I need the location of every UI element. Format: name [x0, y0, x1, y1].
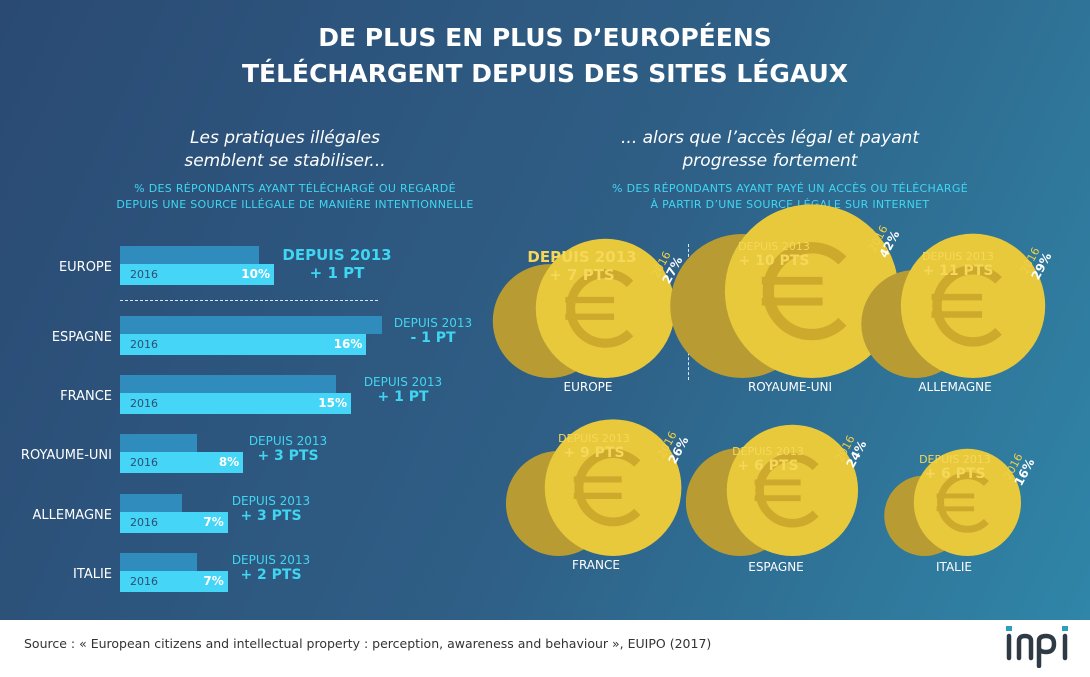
bar-2013-france	[120, 375, 336, 393]
coin-2016-royaume-uni	[724, 204, 899, 378]
coin-delta-value-italie: + 6 PTS	[924, 466, 986, 482]
bar-delta-allemagne: DEPUIS 2013 + 3 PTS	[226, 494, 316, 524]
coin-2016-espagne	[726, 424, 859, 556]
coin-label-france: FRANCE	[572, 558, 620, 572]
main-title-line-1: DE PLUS EN PLUS D’EUROPÉENS	[318, 23, 772, 52]
coin-delta-value-europe: + 7 PTS	[549, 266, 615, 284]
bar-delta-label-allemagne: DEPUIS 2013	[231, 494, 311, 508]
coin-delta-espagne: DEPUIS 2013 + 6 PTS	[708, 445, 828, 474]
coin-2016-france	[544, 419, 682, 556]
bar-delta-value-allemagne: + 3 PTS	[240, 508, 302, 524]
bar-label-europe: EUROPE	[58, 260, 112, 275]
bar-label-allemagne: ALLEMAGNE	[32, 508, 113, 523]
bar-year-italie: 2016	[130, 575, 158, 588]
bar-value-allemagne: 7%	[203, 515, 224, 529]
left-subtitle-line-1: Les pratiques illégales	[190, 128, 380, 148]
bar-delta-value-royaume-uni: + 3 PTS	[257, 448, 319, 464]
bar-delta-value-espagne: - 1 PT	[410, 330, 456, 346]
coin-delta-value-espagne: + 6 PTS	[737, 458, 799, 474]
bar-delta-label-espagne: DEPUIS 2013	[393, 316, 473, 330]
coin-delta-label-espagne: DEPUIS 2013	[732, 445, 804, 458]
coin-delta-italie: DEPUIS 2013 + 6 PTS	[895, 453, 1015, 482]
bar-delta-label-europe: DEPUIS 2013	[282, 246, 392, 264]
bar-delta-espagne: DEPUIS 2013- 1 PT	[388, 316, 478, 346]
bar-delta-label-royaume-uni: DEPUIS 2013	[248, 434, 328, 448]
bar-delta-value-france: + 1 PT	[377, 389, 429, 405]
bar-2016-italie	[120, 571, 228, 592]
euro-icon	[761, 242, 847, 341]
bar-label-royaume-uni: ROYAUME-UNI	[20, 448, 112, 463]
coin-delta-label-france: DEPUIS 2013	[558, 432, 630, 445]
bar-delta-label-france: DEPUIS 2013	[363, 375, 443, 389]
coin-canvas	[492, 204, 1046, 556]
coin-2016-europe	[535, 238, 676, 378]
euro-icon	[931, 265, 1002, 347]
bar-value-espagne: 16%	[333, 337, 363, 351]
coin-delta-label-royaume-uni: DEPUIS 2013	[738, 240, 810, 253]
bar-delta-value-italie: + 2 PTS	[240, 567, 302, 583]
bar-year-espagne: 2016	[130, 338, 158, 351]
euro-icon	[573, 449, 641, 527]
bar-year-royaume-uni: 2016	[130, 456, 158, 469]
bar-value-europe: 10%	[241, 267, 270, 281]
bar-year-france: 2016	[130, 397, 158, 410]
left-caption-line-1: % DES RÉPONDANTS AYANT TÉLÉCHARGÉ OU REG…	[134, 182, 456, 195]
bar-2013-italie	[120, 553, 197, 571]
coin-delta-label-europe: DEPUIS 2013	[527, 248, 637, 266]
coin-label-royaume-uni: ROYAUME-UNI	[747, 380, 833, 394]
bar-delta-label-italie: DEPUIS 2013	[231, 553, 311, 567]
bar-delta-europe: DEPUIS 2013 + 1 PT	[282, 246, 392, 282]
euro-icon	[936, 472, 989, 533]
inpi-logo	[1004, 624, 1074, 669]
bar-2016-royaume-uni	[120, 452, 244, 473]
coin-delta-value-allemagne: + 11 PTS	[922, 263, 994, 279]
bar-delta-value-europe: + 1 PT	[309, 264, 365, 282]
right-subtitle-line-2: progresse fortement	[682, 151, 858, 171]
bar-2016-europe	[120, 264, 274, 285]
coin-label-italie: ITALIE	[936, 560, 972, 574]
bar-2013-espagne	[120, 316, 382, 334]
coin-label-allemagne: ALLEMAGNE	[918, 380, 992, 394]
coin-2016-italie	[913, 448, 1022, 556]
bar-value-italie: 7%	[203, 574, 224, 588]
bar-2013-europe	[120, 246, 259, 264]
bar-year-europe: 2016	[130, 268, 158, 281]
source-note: Source : « European citizens and intelle…	[24, 636, 712, 651]
euro-icon	[565, 269, 634, 348]
coin-delta-label-allemagne: DEPUIS 2013	[922, 250, 994, 263]
europe-separator	[120, 300, 378, 301]
left-caption-line-2: DEPUIS UNE SOURCE ILLÉGALE DE MANIÈRE IN…	[116, 198, 474, 211]
coin-label-espagne: ESPAGNE	[748, 560, 804, 574]
left-subtitle-line-2: semblent se stabiliser...	[184, 151, 386, 171]
bar-delta-france: DEPUIS 2013 + 1 PT	[358, 375, 448, 405]
right-subtitle-line-1: ... alors que l’accès légal et payant	[621, 128, 919, 148]
coin-label-europe: EUROPE	[563, 380, 613, 394]
bar-label-france: FRANCE	[60, 389, 112, 404]
bar-year-allemagne: 2016	[130, 516, 158, 529]
bar-label-italie: ITALIE	[73, 567, 112, 582]
coin-delta-europe: DEPUIS 2013 + 7 PTS	[522, 248, 642, 284]
coin-delta-france: DEPUIS 2013 + 9 PTS	[534, 432, 654, 461]
bar-2013-royaume-uni	[120, 434, 197, 452]
bar-delta-italie: DEPUIS 2013 + 2 PTS	[226, 553, 316, 583]
coin-delta-label-italie: DEPUIS 2013	[919, 453, 991, 466]
coin-delta-allemagne: DEPUIS 2013 + 11 PTS	[898, 250, 1018, 279]
right-caption-line-1: % DES RÉPONDANTS AYANT PAYÉ UN ACCÈS OU …	[612, 182, 968, 195]
main-title-line-2: TÉLÉCHARGENT DEPUIS DES SITES LÉGAUX	[241, 59, 849, 88]
coin-delta-value-france: + 9 PTS	[563, 445, 625, 461]
right-caption-line-2: À PARTIR D’UNE SOURCE LÉGALE SUR INTERNE…	[650, 198, 930, 211]
bar-2013-allemagne	[120, 494, 182, 512]
bar-value-france: 15%	[318, 396, 347, 410]
bar-2016-france	[120, 393, 351, 414]
euro-icon	[754, 453, 819, 528]
infographic-panel: DE PLUS EN PLUS D’EUROPÉENS TÉLÉCHARGENT…	[0, 0, 1090, 620]
coin-delta-value-royaume-uni: + 10 PTS	[738, 253, 810, 269]
coin-2016-allemagne	[900, 233, 1046, 378]
bar-2016-espagne	[120, 334, 367, 355]
coin-delta-royaume-uni: DEPUIS 2013 + 10 PTS	[714, 240, 834, 269]
bar-value-royaume-uni: 8%	[218, 455, 240, 469]
bar-2016-allemagne	[120, 512, 228, 533]
bar-label-espagne: ESPAGNE	[51, 330, 112, 345]
bar-delta-royaume-uni: DEPUIS 2013 + 3 PTS	[243, 434, 333, 464]
